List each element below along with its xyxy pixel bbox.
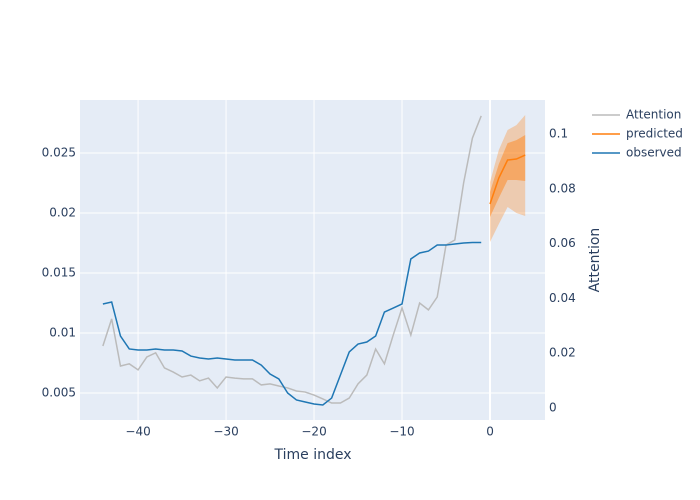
y-tick-label: 0.005 — [42, 386, 76, 400]
y-tick-label: 0.015 — [42, 266, 76, 280]
x-tick-label: 0 — [486, 425, 494, 439]
x-tick-label: −10 — [389, 425, 414, 439]
y2-tick-label: 0.02 — [549, 346, 576, 360]
y2-tick-label: 0.1 — [549, 126, 568, 140]
interval-band — [490, 135, 526, 217]
y2-tick-label: 0 — [549, 400, 557, 414]
x-axis-title: Time index — [273, 447, 351, 463]
legend-label: predicted — [626, 127, 683, 141]
interval-band — [490, 114, 526, 243]
legend-label: observed — [626, 146, 682, 160]
y2-tick-label: 0.04 — [549, 291, 576, 305]
plot-background — [80, 100, 545, 420]
x-tick-label: −40 — [125, 425, 150, 439]
series-line — [102, 241, 482, 406]
y2-tick-label: 0.06 — [549, 236, 576, 250]
y-tick-label: 0.025 — [42, 146, 76, 160]
series-line — [102, 115, 482, 404]
y2-axis-title: Attention — [587, 228, 603, 293]
y-tick-label: 0.02 — [49, 206, 76, 220]
x-tick-label: −30 — [213, 425, 238, 439]
y-tick-label: 0.01 — [49, 326, 76, 340]
y2-tick-label: 0.08 — [549, 181, 576, 195]
x-tick-label: −20 — [301, 425, 326, 439]
series-line — [489, 154, 526, 205]
legend-label: Attention — [626, 108, 681, 122]
